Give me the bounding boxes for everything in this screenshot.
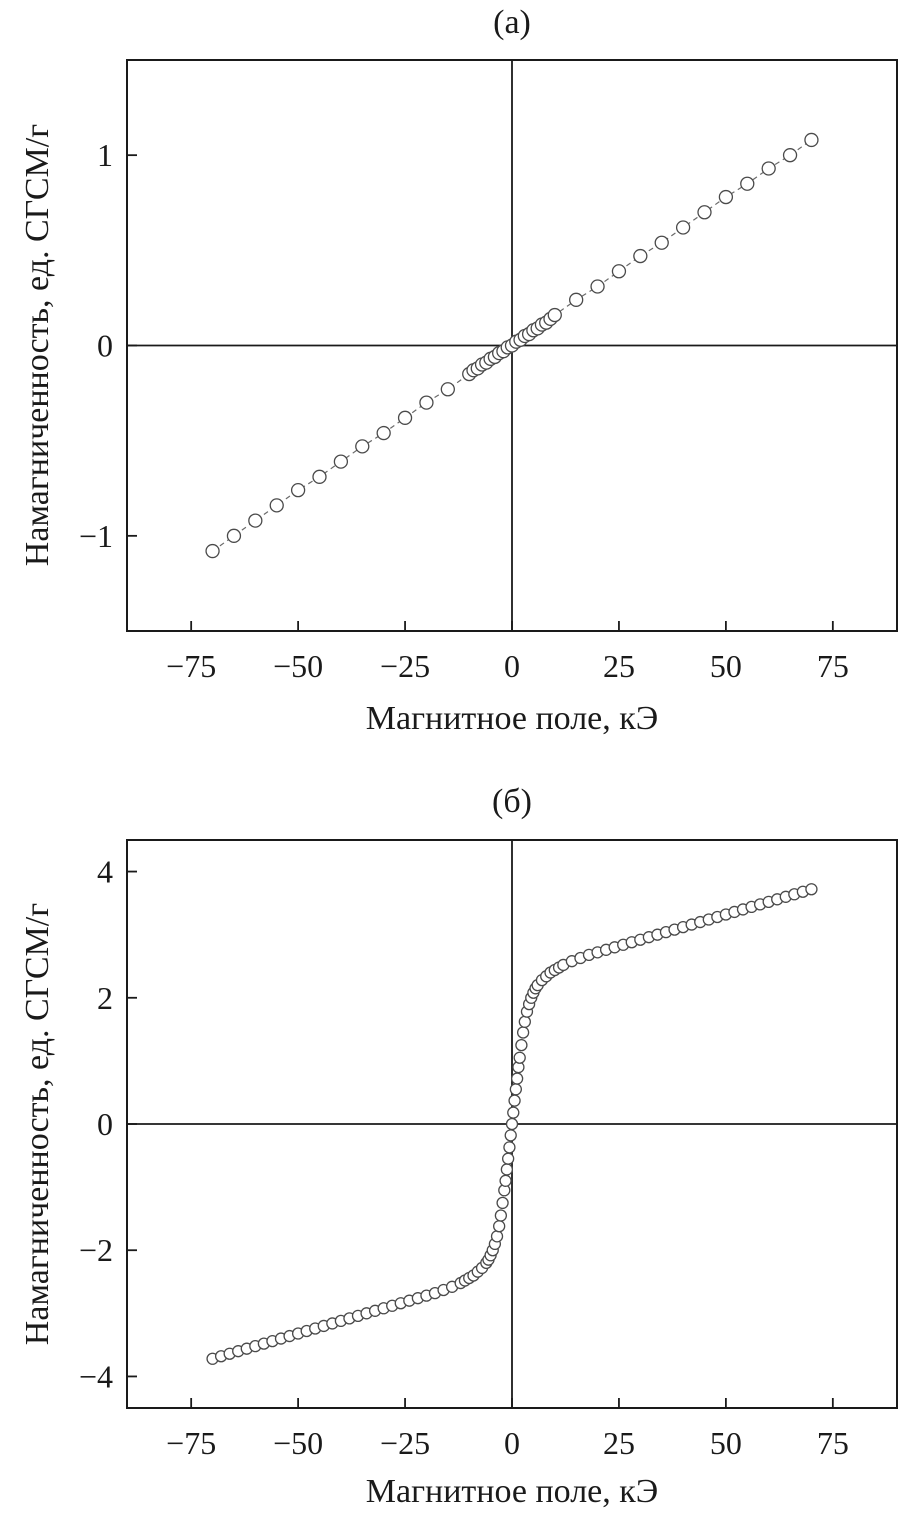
- panel-b-x-tick-label: −75: [166, 1425, 216, 1461]
- panel-b-x-tick-label: −50: [273, 1425, 323, 1461]
- panel-a-data-point: [440, 382, 455, 397]
- panel-b-data-point: [509, 1083, 522, 1096]
- panel-a-data-point: [355, 439, 370, 454]
- panel-a-x-tick-label: 75: [817, 648, 849, 684]
- panel-b-y-tick-label: 0: [97, 1106, 113, 1142]
- panel-a-data-point: [569, 292, 584, 307]
- panel-a-x-tick-label: 25: [603, 648, 635, 684]
- panel-b-title: (б): [492, 783, 532, 820]
- panel-a-data-point: [248, 513, 263, 528]
- panel-b-x-tick-label: −25: [380, 1425, 430, 1461]
- panel-a-x-tick-label: 50: [710, 648, 742, 684]
- panel-b-series: [206, 883, 818, 1365]
- panel-a-y-tick-label: 0: [97, 328, 113, 364]
- panel-a-x-ticks: −75 −50 −25 0 25 50 75: [166, 621, 849, 684]
- panel-a-data-point: [804, 132, 819, 148]
- panel-b-x-tick-label: 50: [710, 1425, 742, 1461]
- panel-a-x-tick-label: −75: [166, 648, 216, 684]
- panel-b-data-point: [510, 1072, 524, 1085]
- panel-a-data-point: [611, 264, 627, 279]
- panel-b-x-tick-label: 0: [504, 1425, 520, 1461]
- panel-b-data-point: [805, 883, 818, 896]
- panel-b-data-point: [505, 1117, 519, 1131]
- panel-b-x-axis-label: Магнитное поле, кЭ: [366, 1473, 659, 1510]
- panel-b-y-tick-label: −4: [79, 1358, 113, 1394]
- panel-a-data-point: [654, 235, 669, 250]
- panel-b-data-point: [496, 1196, 509, 1210]
- panel-a-data-point: [633, 248, 648, 264]
- panel-a-data-point: [761, 161, 776, 176]
- panel-b-data-point: [518, 1015, 531, 1028]
- panel-b-x-tick-label: 75: [817, 1425, 849, 1461]
- panel-b-data-point: [490, 1230, 504, 1243]
- panel-a-data-point: [675, 220, 691, 235]
- panel-a-data-point: [205, 543, 220, 559]
- panel-b: (б) −4 −2 0 2 4 −75 −50 −25 0 25 50 75 Магнитное п…: [19, 783, 898, 1510]
- panel-a-data-point: [697, 205, 712, 220]
- panel-b-data-point: [493, 1220, 506, 1233]
- panel-b-data-point: [513, 1051, 526, 1064]
- panel-b-data-point: [501, 1152, 515, 1165]
- panel-a-data-point: [547, 307, 562, 323]
- panel-a-data-point: [376, 425, 391, 441]
- panel-b-data-point: [507, 1106, 520, 1119]
- panel-a-data-point: [290, 483, 306, 498]
- panel-a-y-axis-label: Намагниченность, ед. СГСМ/г: [19, 124, 56, 566]
- panel-a-data-point: [226, 528, 242, 543]
- panel-a-x-axis-label: Магнитное поле, кЭ: [366, 700, 659, 737]
- panel-a-data-point: [312, 469, 327, 484]
- panel-a-y-tick-label: 1: [97, 137, 113, 173]
- panel-a-series: [205, 132, 819, 559]
- panel-a-y-tick-label: −1: [79, 518, 113, 554]
- panel-b-y-tick-label: 2: [97, 980, 113, 1016]
- panel-a-data-point: [718, 189, 734, 205]
- panel-a-data-point: [333, 454, 349, 469]
- panel-a-data-point: [782, 148, 798, 163]
- panel-a-data-point: [269, 498, 284, 513]
- panel-b-data-point: [500, 1163, 514, 1176]
- panel-b-y-axis-label: Намагниченность, ед. СГСМ/г: [19, 903, 56, 1345]
- panel-a-y-ticks: −1 0 1: [79, 137, 137, 554]
- panel-b-y-ticks: −4 −2 0 2 4: [79, 854, 137, 1394]
- panel-b-data-point: [516, 1026, 530, 1039]
- panel-a-title: (а): [493, 4, 531, 41]
- panel-a-x-tick-label: 0: [504, 648, 520, 684]
- panel-b-data-point: [503, 1141, 516, 1154]
- panel-b-x-tick-label: 25: [603, 1425, 635, 1461]
- panel-a-data-point: [590, 279, 605, 294]
- panel-a-data-point: [419, 395, 434, 410]
- panel-a-data-point: [397, 410, 413, 425]
- panel-b-data-point: [504, 1129, 517, 1142]
- panel-a: (а) −1 0 1 −75 −50 −25 0 25 50 75 Магнитное поле…: [19, 4, 898, 737]
- panel-a-x-tick-label: −50: [273, 648, 323, 684]
- panel-a-data-point: [740, 176, 755, 191]
- panel-b-y-tick-label: −2: [79, 1232, 113, 1268]
- panel-b-data-point: [499, 1174, 512, 1187]
- panel-a-x-tick-label: −25: [380, 648, 430, 684]
- panel-b-data-point: [508, 1094, 521, 1107]
- panel-b-y-tick-label: 4: [97, 854, 113, 890]
- panel-b-x-ticks: −75 −50 −25 0 25 50 75: [166, 1398, 849, 1461]
- panel-b-data-point: [494, 1209, 508, 1222]
- panel-b-data-point: [515, 1038, 528, 1052]
